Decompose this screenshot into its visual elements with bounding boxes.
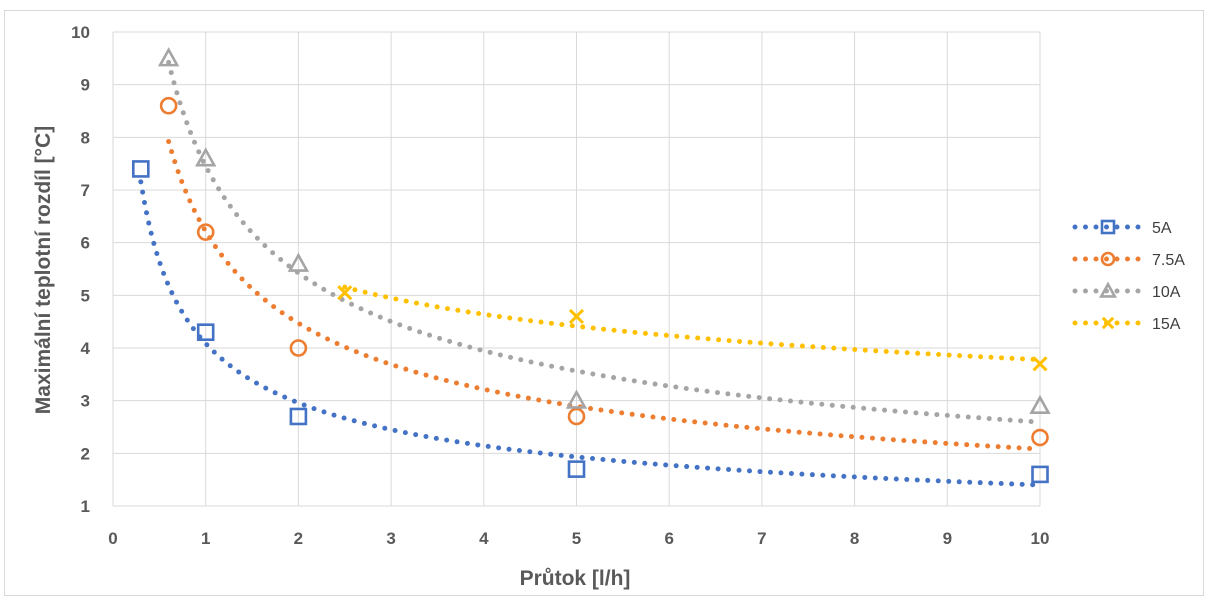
x-tick-label: 6 bbox=[664, 529, 673, 548]
y-tick-label: 8 bbox=[81, 128, 90, 147]
data-point-7.5A bbox=[196, 223, 215, 241]
data-point-5A bbox=[567, 460, 586, 478]
data-point-7.5A bbox=[567, 407, 586, 426]
y-tick-label: 3 bbox=[81, 392, 90, 411]
y-tick-label: 7 bbox=[81, 181, 90, 200]
data-points bbox=[132, 47, 1051, 484]
data-point-5A bbox=[132, 160, 150, 178]
legend-marker-15A bbox=[1101, 316, 1115, 330]
y-tick-label: 6 bbox=[81, 234, 90, 253]
x-tick-label: 4 bbox=[479, 529, 489, 548]
x-tick-label: 5 bbox=[572, 529, 581, 548]
legend-label-15A: 15A bbox=[1152, 316, 1181, 333]
legend-label-7.5A: 7.5A bbox=[1152, 252, 1185, 269]
trendline-5A bbox=[138, 179, 1043, 488]
x-tick-label: 9 bbox=[943, 529, 952, 548]
data-point-5A bbox=[289, 407, 308, 426]
y-tick-label: 10 bbox=[71, 23, 90, 42]
data-point-10A bbox=[157, 47, 180, 67]
data-point-7.5A bbox=[1031, 428, 1049, 447]
y-axis-title: Maximální teplotní rozdíl [°C] bbox=[32, 126, 55, 414]
grid bbox=[112, 31, 1041, 507]
data-point-10A bbox=[565, 389, 588, 409]
chart-frame bbox=[4, 10, 1204, 596]
trendline-7.5A bbox=[166, 139, 1043, 452]
x-tick-label: 7 bbox=[757, 529, 766, 548]
y-tick-label: 9 bbox=[81, 76, 90, 95]
data-point-7.5A bbox=[289, 339, 308, 357]
y-tick-label: 5 bbox=[81, 286, 90, 305]
data-point-7.5A bbox=[159, 96, 178, 115]
y-tick-label: 1 bbox=[81, 497, 90, 516]
y-tick-label: 2 bbox=[81, 444, 90, 463]
x-tick-label: 2 bbox=[294, 529, 303, 548]
x-tick-label: 1 bbox=[201, 529, 210, 548]
legend-label-10A: 10A bbox=[1152, 284, 1181, 301]
x-tick-label: 0 bbox=[108, 529, 117, 548]
data-point-15A bbox=[1032, 356, 1048, 372]
x-axis-title: Průtok [l/h] bbox=[520, 567, 631, 590]
x-tick-label: 10 bbox=[1031, 529, 1050, 548]
trendline-15A bbox=[342, 284, 1043, 363]
legend-label-5A: 5A bbox=[1152, 220, 1172, 237]
data-point-10A bbox=[194, 147, 217, 167]
data-point-10A bbox=[1029, 394, 1051, 415]
trendline-10A bbox=[166, 59, 1043, 425]
data-point-15A bbox=[337, 285, 353, 301]
legend-marker-5A bbox=[1100, 219, 1116, 235]
legend-marker-10A bbox=[1098, 281, 1118, 298]
x-tick-label: 3 bbox=[386, 529, 395, 548]
legend-marker-7.5A bbox=[1100, 251, 1116, 267]
legend: 5A 7.5A 10A 15A bbox=[1072, 219, 1185, 333]
data-point-10A bbox=[287, 252, 310, 272]
data-point-15A bbox=[568, 308, 585, 324]
y-tick-label: 4 bbox=[81, 339, 91, 358]
data-point-5A bbox=[1031, 465, 1049, 484]
trendlines bbox=[138, 59, 1043, 488]
x-tick-label: 8 bbox=[850, 529, 859, 548]
data-point-5A bbox=[196, 323, 215, 342]
